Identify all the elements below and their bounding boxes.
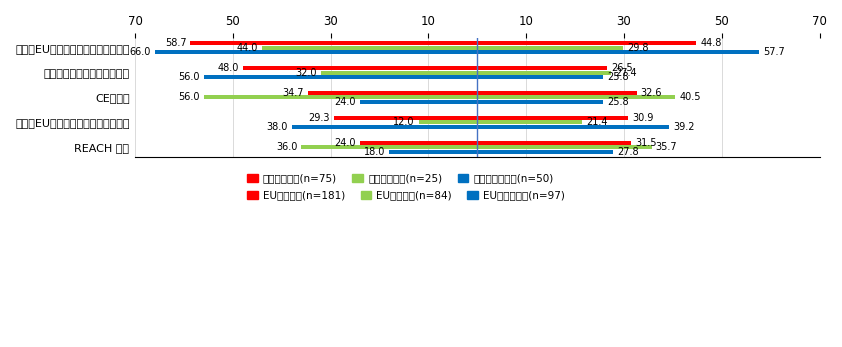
Bar [301, 145, 477, 149]
Text: 29.3: 29.3 [309, 113, 330, 123]
Text: 27.4: 27.4 [616, 68, 637, 78]
Text: 32.0: 32.0 [296, 68, 317, 78]
Bar [477, 95, 675, 100]
Text: 35.7: 35.7 [656, 142, 678, 152]
Bar [477, 50, 759, 54]
Bar [360, 141, 477, 145]
Bar [477, 46, 623, 50]
Text: 56.0: 56.0 [179, 92, 200, 102]
Text: 21.4: 21.4 [586, 117, 607, 127]
Text: 24.0: 24.0 [334, 97, 356, 107]
Bar [477, 116, 628, 120]
Bar [321, 70, 477, 75]
Legend: EU・全業種(n=181), EU・製造業(n=84), EU・非製造業(n=97): EU・全業種(n=181), EU・製造業(n=84), EU・非製造業(n=9… [243, 186, 569, 204]
Text: 66.0: 66.0 [130, 47, 151, 57]
Bar [262, 46, 477, 50]
Bar [360, 100, 477, 104]
Text: 34.7: 34.7 [282, 88, 304, 98]
Text: 40.5: 40.5 [679, 92, 701, 102]
Bar [204, 95, 477, 100]
Bar [477, 91, 637, 95]
Bar [242, 66, 477, 70]
Bar [477, 100, 604, 104]
Text: 30.9: 30.9 [632, 113, 653, 123]
Text: 48.0: 48.0 [217, 63, 239, 73]
Bar [155, 50, 477, 54]
Text: 32.6: 32.6 [641, 88, 662, 98]
Text: 25.8: 25.8 [607, 97, 629, 107]
Text: 39.2: 39.2 [673, 122, 695, 132]
Text: 56.0: 56.0 [179, 72, 200, 82]
Text: 25.8: 25.8 [607, 72, 629, 82]
Text: 31.5: 31.5 [635, 138, 657, 148]
Text: 38.0: 38.0 [266, 122, 288, 132]
Bar [477, 150, 613, 154]
Bar [477, 41, 696, 45]
Bar [477, 66, 607, 70]
Bar [389, 150, 477, 154]
Bar [204, 75, 477, 79]
Bar [477, 120, 582, 124]
Text: 44.0: 44.0 [237, 43, 258, 53]
Bar [477, 70, 611, 75]
Text: 27.8: 27.8 [617, 147, 639, 157]
Bar [291, 125, 477, 129]
Text: 29.8: 29.8 [627, 43, 648, 53]
Text: 12.0: 12.0 [393, 117, 415, 127]
Bar [477, 141, 632, 145]
Text: 36.0: 36.0 [276, 142, 297, 152]
Text: 57.7: 57.7 [764, 47, 785, 57]
Text: 58.7: 58.7 [165, 38, 186, 48]
Bar [307, 91, 477, 95]
Text: 24.0: 24.0 [334, 138, 356, 148]
Text: 26.5: 26.5 [610, 63, 632, 73]
Bar [334, 116, 477, 120]
Bar [418, 120, 477, 124]
Bar [190, 41, 477, 45]
Bar [477, 75, 604, 79]
Bar [477, 145, 652, 149]
Text: 44.8: 44.8 [701, 38, 722, 48]
Text: 18.0: 18.0 [364, 147, 386, 157]
Bar [477, 125, 669, 129]
